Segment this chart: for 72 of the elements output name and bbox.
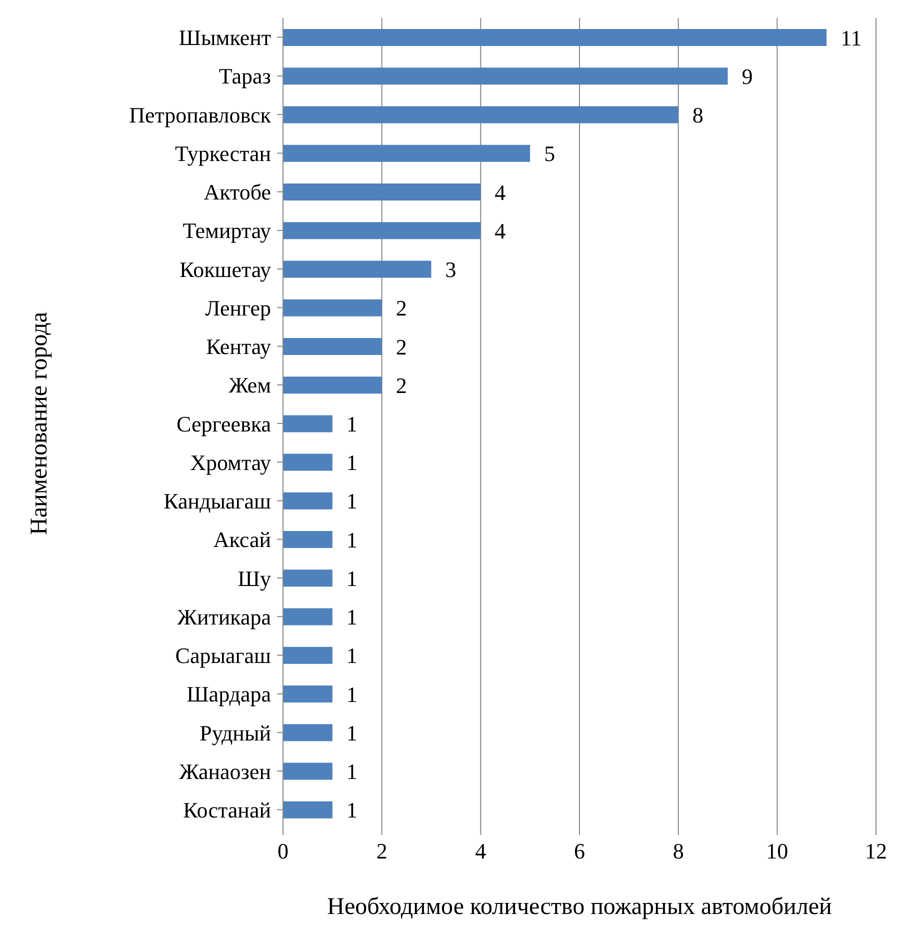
y-tick-label: Жем [228,372,272,398]
x-tick-label: 6 [574,838,585,864]
y-tick-label: Сарыагаш [175,643,272,668]
bar [283,646,332,664]
y-tick-label: Сергеевка [176,411,272,436]
y-tick-label: Ленгер [205,295,271,320]
data-label: 4 [494,218,506,244]
bar [283,454,332,471]
bar [283,183,481,200]
data-label: 1 [346,412,358,436]
y-tick-label: Туркестан [175,140,272,166]
data-label: 2 [396,372,407,398]
x-tick-label: 2 [376,838,388,864]
data-label: 1 [346,527,358,552]
bar [283,338,382,355]
bar [283,68,728,85]
bar [283,686,332,703]
y-tick-label: Кандыагаш [164,488,272,514]
data-label: 11 [840,25,862,50]
data-label: 5 [544,141,556,166]
bar [283,492,332,510]
y-tick-label: Петропавловск [129,102,272,128]
bar [283,260,432,278]
x-tick-label: 4 [475,838,486,864]
x-axis-title: Необходимое количество пожарных автомобилей [327,894,832,920]
bar [283,762,332,780]
y-tick-label: Шардара [186,682,272,707]
data-label: 1 [346,488,358,514]
bar [283,724,332,742]
bar [283,106,678,124]
bar [283,29,827,46]
bar [283,570,332,587]
y-tick-label: Кентау [206,334,271,360]
data-label: 3 [445,257,456,282]
y-tick-label: Жанаозен [179,758,272,784]
y-tick-label: Хромтау [190,450,271,475]
bar [283,376,382,394]
bar [283,608,332,626]
y-tick-label: Шу [238,566,271,591]
data-label: 1 [346,682,358,707]
y-tick-label: Шымкент [178,25,272,50]
bar [283,415,332,432]
y-tick-label: Кокшетау [179,256,271,282]
y-tick-label: Тараз [218,64,271,89]
y-tick-label: Житикара [177,604,272,630]
data-label: 9 [742,64,753,89]
bar [283,299,382,316]
data-label: 1 [346,604,358,630]
y-tick-label: Аксай [213,527,272,552]
data-label: 1 [346,450,358,476]
y-tick-label: Темиртау [182,218,271,244]
x-tick-label: 10 [766,838,788,864]
y-tick-label: Костанай [183,798,272,822]
data-label: 1 [346,566,358,591]
y-tick-label: Актобе [204,180,271,205]
data-label: 1 [346,643,358,668]
data-label: 1 [346,759,358,784]
y-axis-title: Наименование города [26,312,53,535]
bar [283,222,481,240]
bar [283,144,530,162]
x-tick-label: 8 [672,838,684,864]
bar [283,531,332,548]
bar [283,801,332,818]
data-label: 8 [692,102,704,128]
data-label: 2 [396,334,407,360]
y-tick-label: Рудный [200,720,272,746]
data-label: 1 [346,798,358,823]
x-tick-label: 0 [278,838,288,864]
data-label: 2 [396,296,407,321]
data-label: 4 [494,180,506,205]
data-label: 1 [346,720,358,746]
x-tick-label: 12 [865,838,887,864]
